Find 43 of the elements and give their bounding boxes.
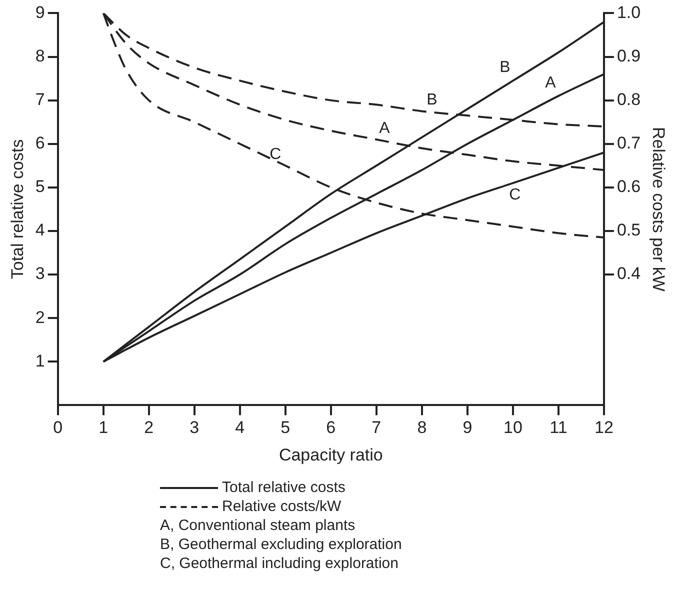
x-tick-label: 4: [235, 418, 245, 438]
x-tick-label: 0: [53, 418, 63, 438]
x-tick-label: 11: [550, 418, 568, 438]
y-axis-title: Total relative costs: [8, 139, 27, 280]
y-tick-label: 6: [35, 134, 45, 153]
y2-tick-label: 0.7: [616, 134, 641, 153]
series-label: A: [545, 74, 556, 92]
y-tick-label: 5: [35, 177, 45, 196]
series-label: B: [426, 92, 438, 109]
y2-axis-title: Relative costs per kW: [649, 127, 668, 292]
y-tick-label: 4: [35, 220, 45, 240]
y2-tick-label: 0.9: [616, 46, 641, 66]
x-tick-label: 5: [280, 418, 290, 438]
y2-tick-label: 0.5: [616, 220, 641, 240]
y2-tick-label: 1.0: [616, 2, 641, 22]
x-tick-label: 7: [372, 418, 382, 438]
y-tick-label: 8: [35, 46, 45, 66]
y-tick-label: 9: [35, 2, 45, 22]
text: Total relative costs: [222, 478, 346, 497]
text: A, Conventional steam plants: [160, 516, 356, 535]
text: C, Geothermal including exploration: [160, 554, 398, 573]
x-tick-label: 12: [594, 418, 614, 438]
text: B, Geothermal excluding exploration: [160, 535, 402, 554]
y2-tick-label: 0.8: [616, 90, 641, 109]
x-tick-label: 6: [326, 418, 336, 438]
series-label: C: [270, 146, 282, 164]
x-tick-label: 8: [417, 418, 427, 438]
y-tick-label: 2: [35, 308, 45, 327]
x-tick-label: 1: [98, 418, 108, 438]
y2-tick-label: 0.6: [616, 177, 641, 196]
y-tick-label: 1: [35, 351, 45, 370]
x-tick-label: 2: [144, 418, 154, 438]
x-axis-title: Capacity ratio: [278, 445, 383, 464]
series-label: B: [500, 59, 510, 76]
y-tick-label: 7: [35, 90, 45, 109]
x-tick-label: 9: [462, 418, 472, 438]
y-tick-label: 3: [35, 264, 45, 284]
x-tick-label: 10: [503, 418, 522, 438]
text: Relative costs/kW: [222, 497, 342, 516]
y2-tick-label: 0.4: [616, 264, 641, 284]
series-label: C: [509, 186, 521, 204]
series-label: A: [379, 120, 390, 137]
x-tick-label: 3: [190, 418, 200, 438]
